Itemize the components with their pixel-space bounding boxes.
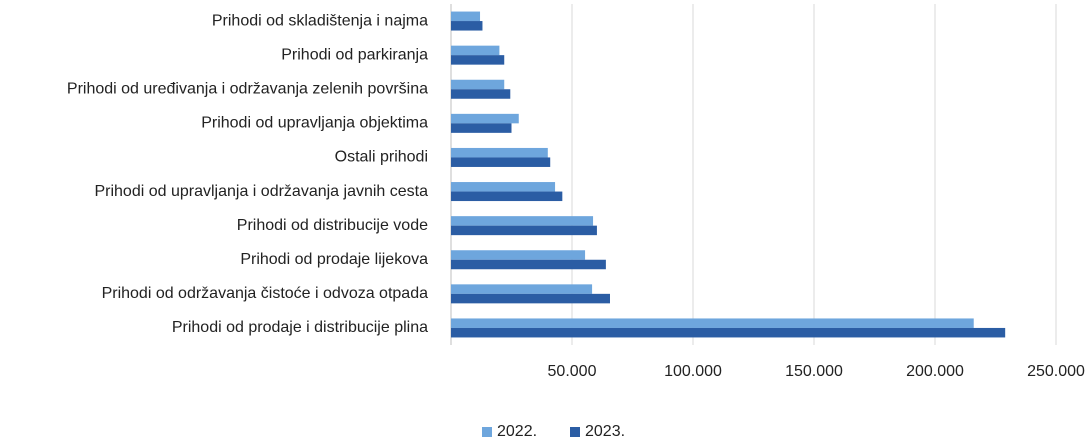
legend-label: 2023. bbox=[585, 423, 625, 439]
x-tick-label: 250.000 bbox=[1027, 363, 1085, 380]
y-tick-label: Prihodi od upravljanja objektima bbox=[201, 115, 428, 132]
y-tick-label: Prihodi od održavanja čistoće i odvoza o… bbox=[102, 285, 429, 302]
bar bbox=[451, 284, 593, 294]
bar bbox=[451, 55, 505, 65]
bar bbox=[451, 293, 610, 304]
legend-label: 2022. bbox=[497, 423, 537, 439]
bar bbox=[451, 318, 974, 328]
bar bbox=[451, 45, 500, 56]
x-tick-label: 200.000 bbox=[906, 363, 964, 380]
bar bbox=[451, 259, 606, 270]
bar bbox=[451, 147, 548, 158]
y-tick-label: Prihodi od prodaje lijekova bbox=[240, 251, 428, 268]
bar bbox=[451, 11, 481, 22]
bar bbox=[451, 225, 597, 236]
y-tick-label: Prihodi od prodaje i distribucije plina bbox=[172, 319, 428, 336]
bar bbox=[451, 21, 483, 31]
y-tick-label: Prihodi od parkiranja bbox=[281, 46, 428, 63]
bar bbox=[451, 216, 594, 226]
bar bbox=[451, 157, 551, 167]
y-tick-label: Prihodi od distribucije vode bbox=[237, 217, 428, 234]
bar bbox=[451, 123, 512, 133]
legend-swatch bbox=[570, 427, 580, 437]
y-tick-label: Prihodi od uređivanja i održavanja zelen… bbox=[67, 80, 428, 97]
bar bbox=[451, 79, 505, 90]
x-tick-label: 50.000 bbox=[548, 363, 597, 380]
bar bbox=[451, 250, 586, 260]
x-tick-label: 100.000 bbox=[664, 363, 722, 380]
bar bbox=[451, 113, 519, 124]
y-tick-label: Ostali prihodi bbox=[335, 149, 428, 166]
bar bbox=[451, 89, 511, 99]
y-tick-label: Prihodi od skladištenja i najma bbox=[212, 12, 428, 29]
y-tick-label: Prihodi od upravljanja i održavanja javn… bbox=[94, 183, 428, 200]
bar bbox=[451, 327, 1006, 338]
bar bbox=[451, 182, 556, 192]
bar bbox=[451, 191, 563, 202]
legend-swatch bbox=[482, 427, 492, 437]
x-tick-label: 150.000 bbox=[785, 363, 843, 380]
